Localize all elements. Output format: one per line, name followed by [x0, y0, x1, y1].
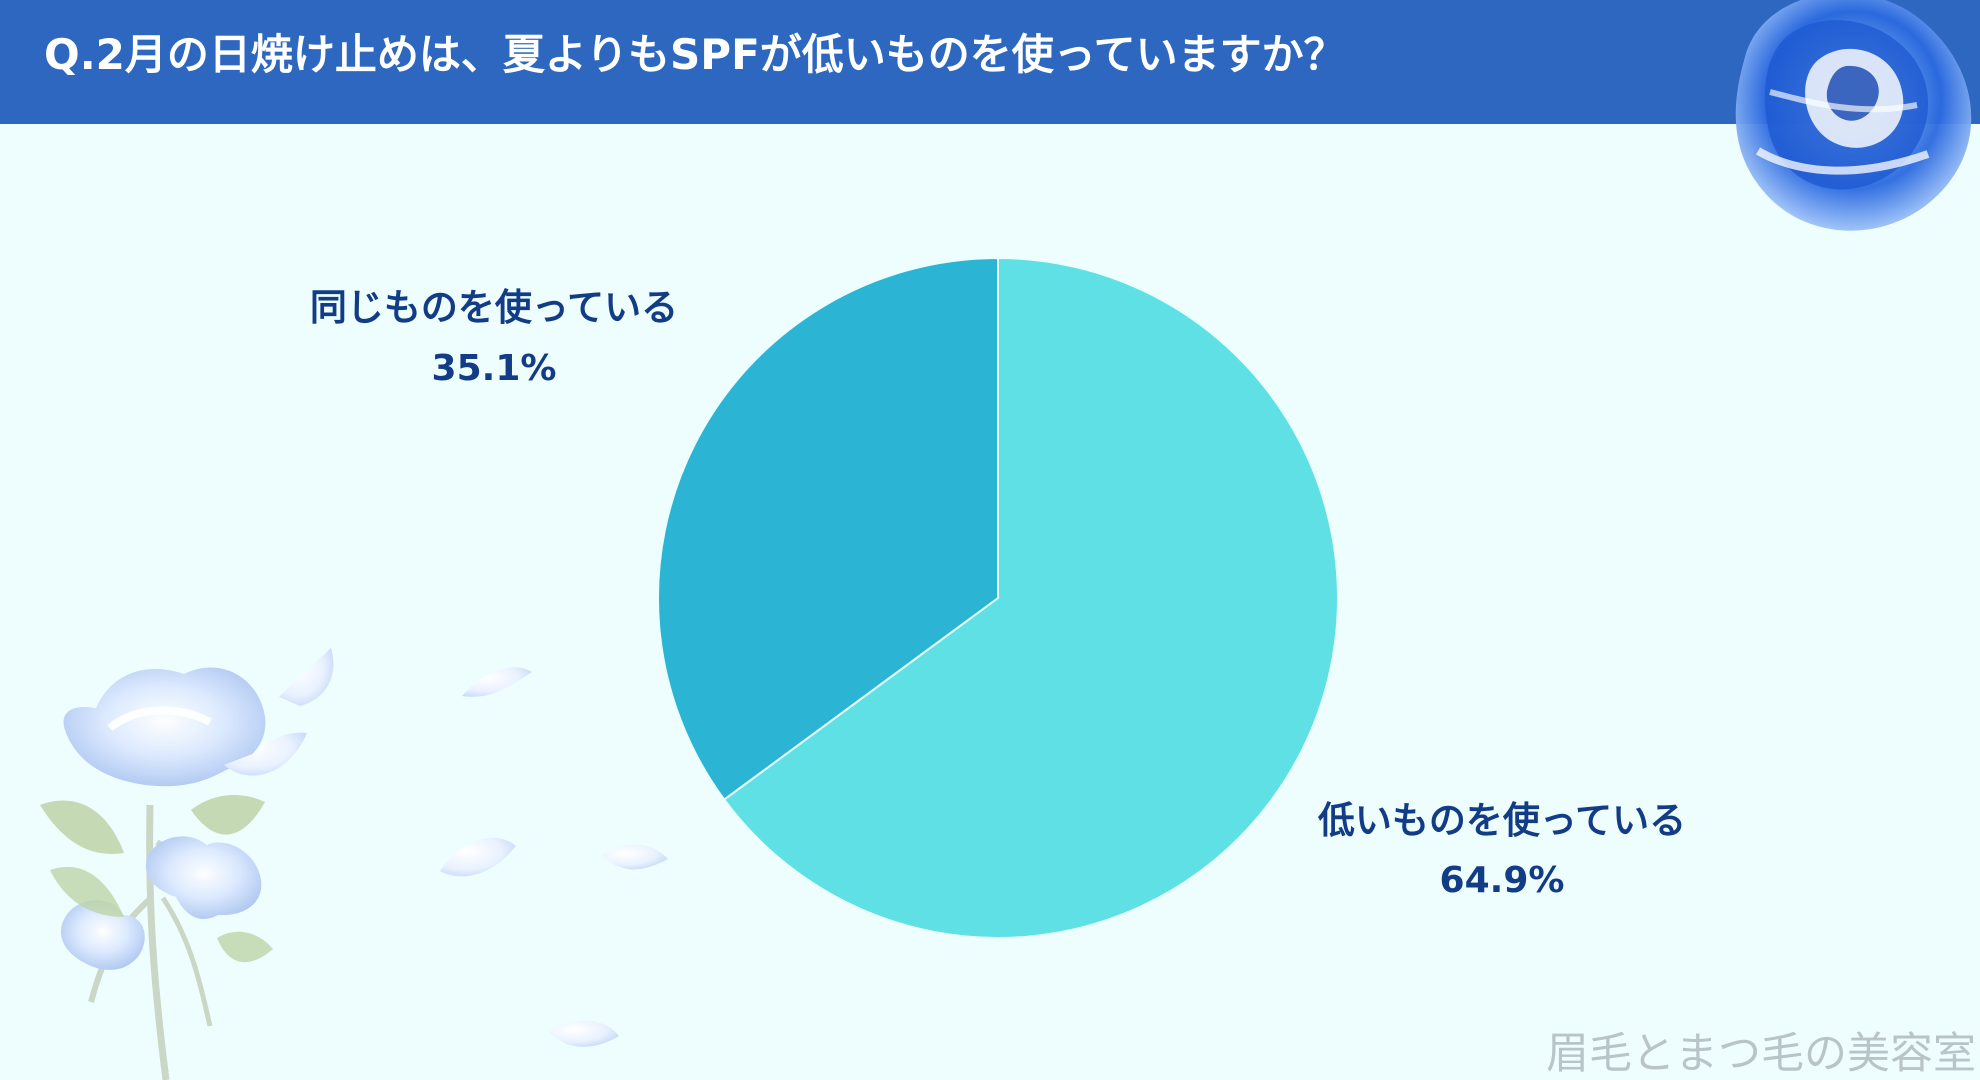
pie-slice-low: [722, 256, 1339, 939]
header-bar: Q.2月の日焼け止めは、夏よりもSPFが低いものを使っていますか？: [0, 0, 1980, 124]
pie-slices: [657, 256, 1339, 939]
slice-label-low: 低いものを使っている: [1318, 799, 1686, 842]
pie-slice-same: [657, 256, 999, 801]
slice-label-same: 同じものを使っている: [310, 286, 678, 329]
slice-value-low: 64.9%: [1440, 860, 1565, 901]
slice-value-same: 35.1%: [432, 348, 557, 389]
petal-icon: [224, 648, 668, 1047]
blue-rose-bouquet-icon: [40, 667, 273, 1080]
blue-rose-icon: [1735, 0, 1972, 231]
watermark: 眉毛とまつ毛の美容室: [1546, 1029, 1976, 1079]
question-title: Q.2月の日焼け止めは、夏よりもSPFが低いものを使っていますか？: [44, 30, 1346, 79]
